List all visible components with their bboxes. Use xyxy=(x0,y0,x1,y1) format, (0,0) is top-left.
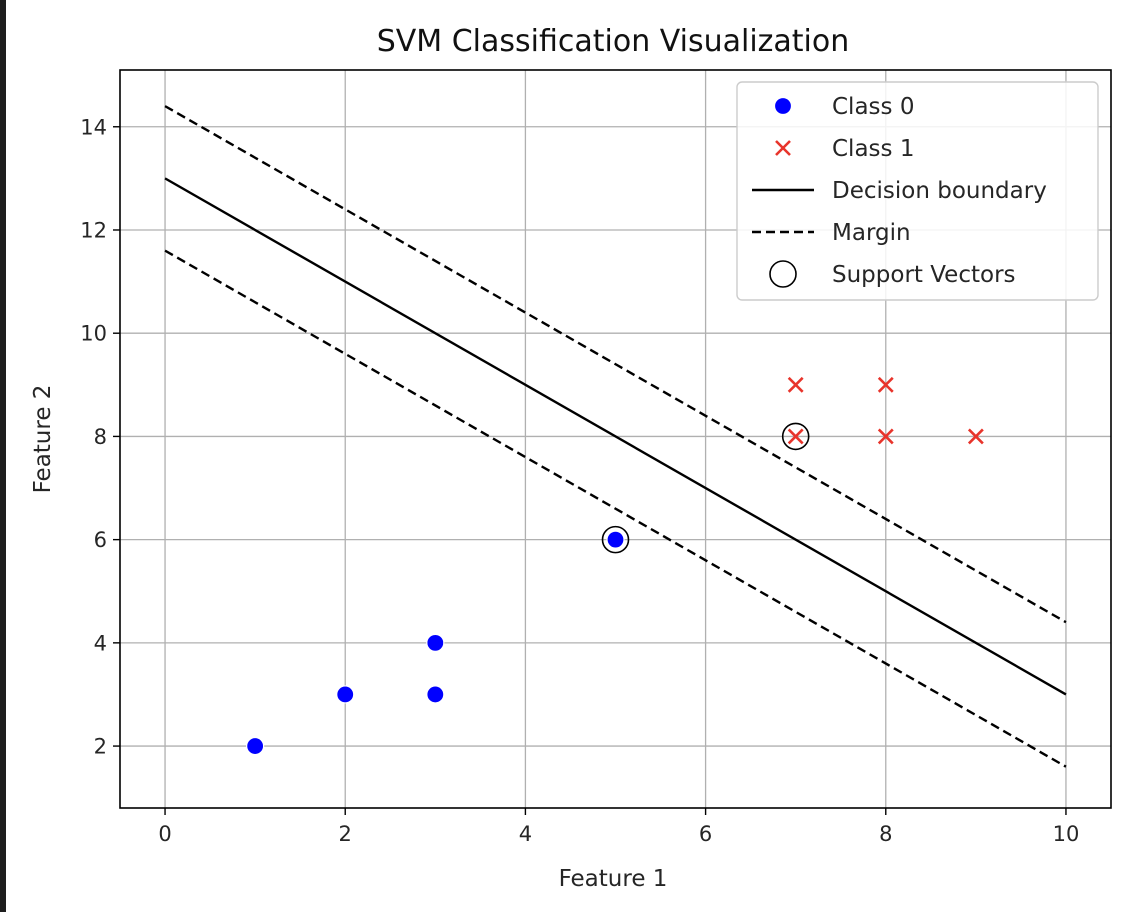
class-1-point xyxy=(967,428,984,445)
class-0-point xyxy=(426,633,445,652)
legend-swatch xyxy=(775,140,791,156)
legend-entry-margin: Margin xyxy=(752,220,911,246)
legend-entry-class-0: Class 0 xyxy=(773,94,914,120)
legend-swatch xyxy=(769,260,797,288)
support-vectors-point xyxy=(601,525,630,554)
class-1-point xyxy=(787,428,804,445)
legend-label: Support Vectors xyxy=(832,262,1016,288)
decision-boundary-line xyxy=(164,177,1067,696)
class-0-point xyxy=(336,685,355,704)
class-1-point-stroke xyxy=(877,428,894,445)
y-tick-label: 10 xyxy=(80,322,107,346)
boundary-lines xyxy=(164,105,1067,768)
margin-line xyxy=(164,105,1067,624)
x-tick-label: 10 xyxy=(1053,822,1080,846)
x-axis-label: Feature 1 xyxy=(559,866,668,892)
legend-box xyxy=(736,81,1099,301)
chart-title: SVM Classification Visualization xyxy=(377,24,850,59)
chart-canvas: SVM Classification Visualization 0 2 4 6 8 10… xyxy=(30,24,1112,892)
data-points xyxy=(246,376,984,756)
legend-swatch-stroke xyxy=(775,140,791,156)
y-tick-label: 12 xyxy=(80,218,107,242)
axis-ticks: 0 2 4 6 8 10 2 4 6 8 10 12 14 xyxy=(80,115,1079,846)
x-tick-label: 4 xyxy=(519,822,532,846)
legend-entry-decision-boundary: Decision boundary xyxy=(752,178,1047,204)
y-tick-label: 14 xyxy=(80,115,107,139)
legend-label: Class 1 xyxy=(832,136,914,162)
legend-label: Decision boundary xyxy=(832,178,1047,204)
class-1-point-stroke xyxy=(787,376,804,393)
legend-label: Class 0 xyxy=(832,94,914,120)
class-0-point xyxy=(606,530,625,549)
y-tick-label: 6 xyxy=(94,528,107,552)
plot-area-frame xyxy=(119,69,1112,809)
class-1-point xyxy=(877,376,894,393)
legend-entry-support-vectors: Support Vectors xyxy=(769,260,1016,288)
class-1-point xyxy=(787,376,804,393)
legend-entry-class-1: Class 1 xyxy=(775,136,914,162)
y-axis-label: Feature 2 xyxy=(30,385,56,494)
x-tick-label: 0 xyxy=(158,822,171,846)
class-1-point-stroke xyxy=(787,428,804,445)
class-0-point xyxy=(426,685,445,704)
class-1-point xyxy=(877,428,894,445)
margin-lower-line xyxy=(164,249,1067,768)
chart-figure: SVM Classification Visualization 0 2 4 6 8 10… xyxy=(6,0,1128,912)
class-1-point-stroke xyxy=(877,376,894,393)
class-1-point-stroke xyxy=(967,428,984,445)
x-tick-label: 2 xyxy=(339,822,352,846)
y-tick-label: 8 xyxy=(94,425,107,449)
x-tick-label: 6 xyxy=(699,822,712,846)
support-vectors-point xyxy=(781,422,810,451)
class-0-point xyxy=(246,736,265,756)
legend: Class 0 Class 1 Decision boundary Margin Sup… xyxy=(736,81,1099,301)
legend-label: Margin xyxy=(832,220,911,246)
x-tick-label: 8 xyxy=(879,822,892,846)
legend-swatch xyxy=(773,96,793,116)
y-tick-label: 2 xyxy=(94,735,107,759)
y-tick-label: 4 xyxy=(94,631,107,655)
